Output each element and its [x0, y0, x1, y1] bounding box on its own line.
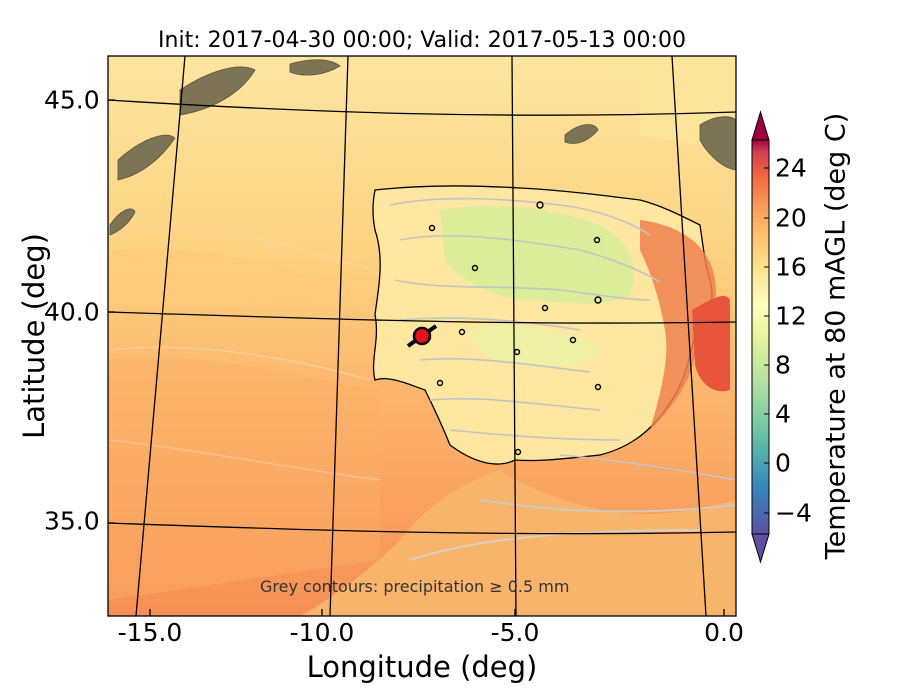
east-warm-region — [640, 220, 716, 430]
france-land — [560, 56, 736, 150]
colorbar-tick-label: 24 — [775, 153, 807, 183]
map-area — [108, 56, 736, 616]
y-tick-label: 45.0 — [44, 85, 100, 115]
graticule — [108, 56, 736, 616]
colorbar-tick-label: 12 — [775, 301, 807, 331]
colorbar-tick-label: 16 — [775, 252, 807, 282]
x-tick-label: 0.0 — [704, 618, 744, 647]
x-tick-label: -15.0 — [117, 618, 183, 647]
colorbar-extend-max — [751, 110, 770, 141]
sea-contour — [108, 225, 376, 271]
colorbar-extend-min — [751, 533, 770, 564]
x-tick-label: -10.0 — [289, 618, 355, 647]
precip-contour — [409, 529, 701, 561]
colorbar — [751, 110, 770, 564]
y-tick-label: 35.0 — [44, 506, 100, 536]
y-axis-label: Latitude (deg) — [17, 233, 51, 439]
precip-contour — [479, 499, 736, 513]
axis-tick-marks — [108, 99, 725, 616]
x-axis-label: Longitude (deg) — [306, 650, 538, 684]
y-tick-label: 40.0 — [44, 297, 100, 327]
colorbar-tick-label: 4 — [775, 399, 791, 429]
sea-temp-band — [108, 248, 380, 316]
sea-temp-band — [108, 357, 380, 600]
valencia-hot-region — [692, 295, 730, 392]
colorbar-tick-label: −4 — [775, 498, 812, 528]
meseta-cool-region — [440, 205, 634, 304]
cool-region — [470, 325, 600, 367]
colorbar-ticks — [764, 167, 769, 514]
colorbar-tick-label: 20 — [775, 203, 807, 233]
precip-contours — [389, 197, 736, 481]
colorbar-label: Temperature at 80 mAGL (deg C) — [820, 112, 852, 560]
x-tick-label: -5.0 — [490, 618, 540, 647]
sea-contour — [108, 346, 371, 381]
precip-annotation: Grey contours: precipitation ≥ 0.5 mm — [260, 577, 570, 596]
colorbar-ramp — [751, 139, 770, 535]
colorbar-tick-label: 8 — [775, 350, 791, 380]
colorbar-tick-label: 0 — [775, 448, 791, 478]
north-africa-land — [300, 470, 736, 616]
sea-contour — [109, 439, 381, 481]
plot-frame — [107, 55, 737, 617]
chart-title: Init: 2017-04-30 00:00; Valid: 2017-05-1… — [158, 28, 686, 53]
terrain-relief — [109, 59, 736, 236]
site-marker — [412, 326, 432, 346]
